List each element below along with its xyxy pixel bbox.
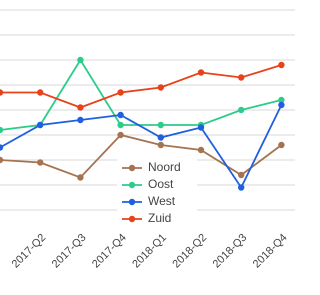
- point: [117, 121, 124, 129]
- point: [278, 141, 285, 149]
- point: [117, 131, 124, 139]
- point: [37, 159, 44, 166]
- chart: 2017-Q2 2017-Q3 2017-Q4 2018-Q1 2018-Q2 2018-…: [0, 9, 295, 271]
- point: [117, 89, 124, 96]
- x-tick-label: 2017-Q3: [50, 232, 89, 271]
- point: [77, 174, 84, 181]
- legend-label: Zuid: [148, 211, 171, 225]
- point: [278, 96, 285, 104]
- point: [77, 104, 84, 111]
- legend-marker: [128, 198, 136, 206]
- point: [278, 61, 285, 69]
- x-tick-label: 2018-Q1: [130, 232, 169, 271]
- x-tick-label: 2018-Q3: [211, 232, 250, 271]
- point: [238, 106, 245, 114]
- x-tick-label: 2017-Q2: [10, 232, 49, 271]
- legend-label: Oost: [148, 177, 174, 191]
- line: [0, 64, 282, 109]
- point: [77, 56, 84, 64]
- x-tick-label: 2018-Q2: [170, 232, 209, 271]
- point: [0, 126, 4, 134]
- point: [0, 89, 4, 96]
- x-tick-label: 2018-Q4: [251, 232, 290, 271]
- point: [197, 146, 205, 154]
- legend-label: West: [148, 194, 176, 208]
- legend-marker: [128, 215, 136, 223]
- line: [0, 58, 282, 131]
- point: [197, 69, 205, 76]
- point: [77, 116, 84, 124]
- point: [157, 121, 164, 129]
- point: [238, 74, 245, 81]
- line: [0, 133, 282, 179]
- point: [197, 124, 205, 131]
- point: [117, 111, 124, 119]
- line: [0, 104, 283, 190]
- legend-marker: [128, 181, 136, 189]
- point: [157, 134, 164, 141]
- legend-marker: [128, 164, 136, 172]
- point: [238, 184, 245, 191]
- point: [0, 156, 4, 164]
- point: [278, 101, 285, 109]
- point: [37, 89, 44, 96]
- point: [0, 144, 4, 151]
- legend-label: Noord: [148, 160, 181, 174]
- x-tick-label: 2017-Q4: [90, 232, 129, 271]
- point: [157, 141, 164, 149]
- point: [37, 121, 44, 129]
- point: [238, 171, 245, 179]
- point: [157, 84, 164, 91]
